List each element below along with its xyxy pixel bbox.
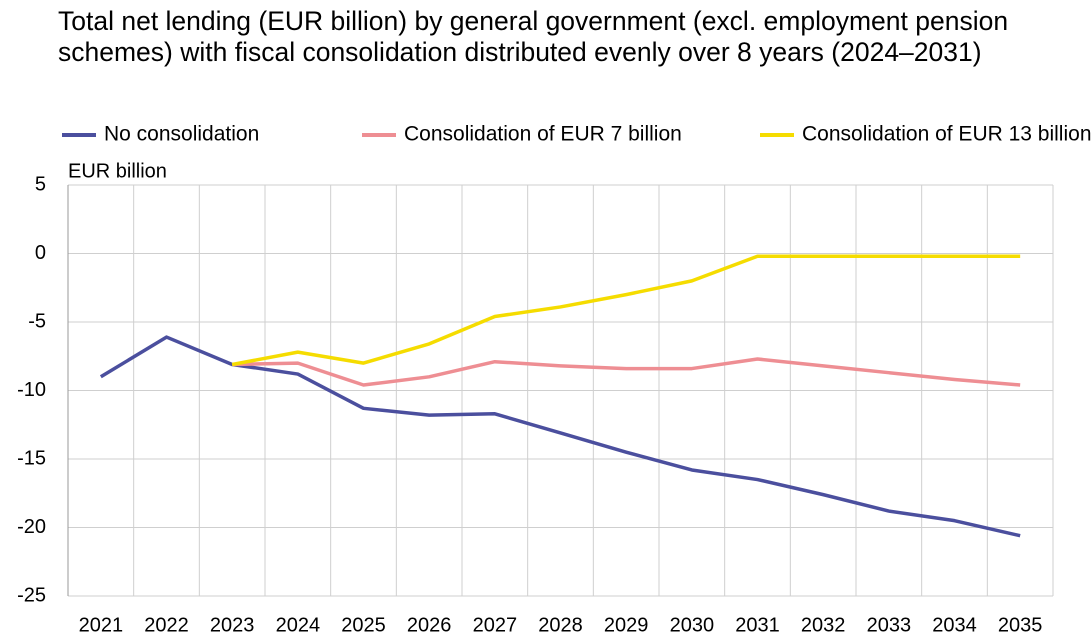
- x-tick-label: 2029: [604, 614, 649, 636]
- x-tick-label: 2025: [341, 614, 386, 636]
- y-tick-label: -10: [17, 379, 46, 401]
- x-tick-label: 2021: [79, 614, 124, 636]
- y-tick-label: 5: [35, 173, 46, 195]
- y-tick-label: 0: [35, 242, 46, 264]
- x-tick-label: 2022: [144, 614, 189, 636]
- x-tick-label: 2034: [932, 614, 977, 636]
- y-tick-label: -15: [17, 447, 46, 469]
- y-tick-label: -25: [17, 584, 46, 606]
- chart-title: Total net lending (EUR billion) by gener…: [58, 6, 1009, 67]
- x-tick-label: 2027: [473, 614, 518, 636]
- x-tick-label: 2033: [867, 614, 912, 636]
- x-tick-label: 2024: [276, 614, 321, 636]
- legend-text: Consolidation of EUR 7 billion: [404, 123, 682, 146]
- x-tick-label: 2030: [670, 614, 715, 636]
- y-tick-label: -5: [28, 310, 46, 332]
- x-tick-label: 2031: [735, 614, 780, 636]
- x-tick-label: 2023: [210, 614, 255, 636]
- legend-text: No consolidation: [104, 123, 259, 146]
- x-tick-label: 2035: [998, 614, 1043, 636]
- series-line: [99, 335, 1021, 538]
- x-tick-label: 2028: [538, 614, 583, 636]
- x-tick-label: 2026: [407, 614, 452, 636]
- y-axis-label: EUR billion: [68, 160, 167, 182]
- legend-text: Consolidation of EUR 13 billion: [802, 123, 1092, 146]
- series-line: [231, 254, 1021, 367]
- x-tick-label: 2032: [801, 614, 846, 636]
- y-tick-label: -20: [17, 516, 46, 538]
- series-line: [232, 357, 1021, 387]
